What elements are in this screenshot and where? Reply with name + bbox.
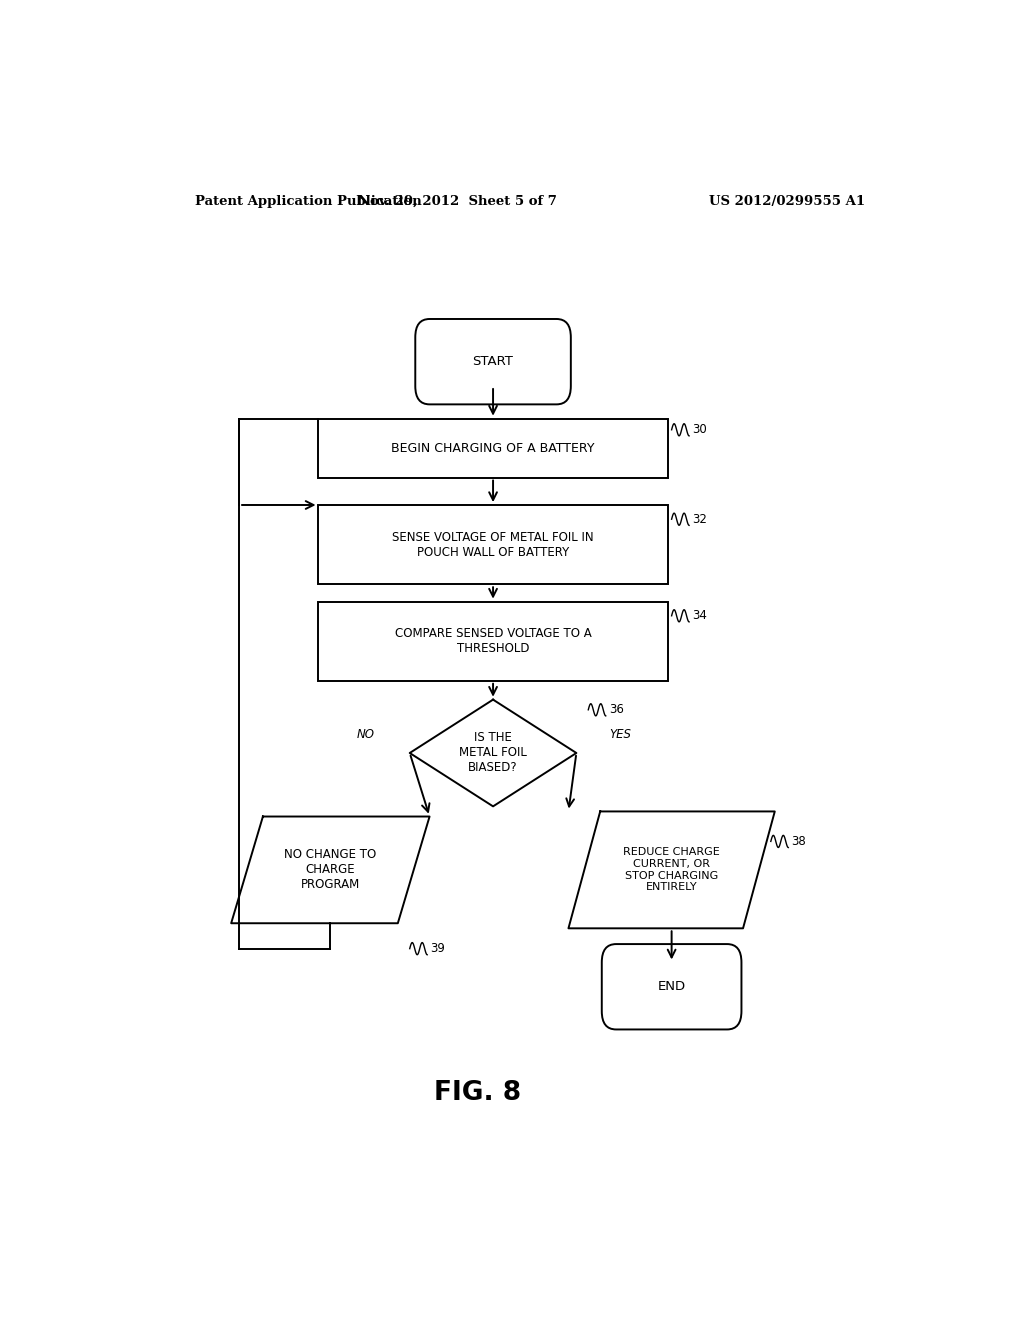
Text: 30: 30	[692, 424, 707, 437]
Text: START: START	[473, 355, 513, 368]
Text: IS THE
METAL FOIL
BIASED?: IS THE METAL FOIL BIASED?	[459, 731, 527, 775]
Polygon shape	[231, 817, 430, 923]
Text: COMPARE SENSED VOLTAGE TO A
THRESHOLD: COMPARE SENSED VOLTAGE TO A THRESHOLD	[394, 627, 592, 655]
Bar	[318, 602, 668, 681]
Polygon shape	[568, 812, 775, 928]
Text: FIG. 8: FIG. 8	[433, 1081, 521, 1106]
Text: BEGIN CHARGING OF A BATTERY: BEGIN CHARGING OF A BATTERY	[391, 442, 595, 454]
Text: 34: 34	[692, 610, 708, 622]
Text: Patent Application Publication: Patent Application Publication	[196, 194, 422, 207]
Text: 36: 36	[609, 704, 624, 717]
Text: 38: 38	[792, 836, 806, 847]
Polygon shape	[410, 700, 577, 807]
FancyBboxPatch shape	[416, 319, 570, 404]
Bar	[318, 506, 668, 585]
Text: YES: YES	[609, 729, 631, 742]
Bar	[318, 418, 668, 478]
Text: NO: NO	[357, 729, 375, 742]
Text: END: END	[657, 981, 686, 993]
Text: US 2012/0299555 A1: US 2012/0299555 A1	[709, 194, 864, 207]
Text: 39: 39	[430, 942, 445, 956]
Text: Nov. 29, 2012  Sheet 5 of 7: Nov. 29, 2012 Sheet 5 of 7	[358, 194, 557, 207]
Text: REDUCE CHARGE
CURRENT, OR
STOP CHARGING
ENTIRELY: REDUCE CHARGE CURRENT, OR STOP CHARGING …	[624, 847, 720, 892]
FancyBboxPatch shape	[602, 944, 741, 1030]
Text: NO CHANGE TO
CHARGE
PROGRAM: NO CHANGE TO CHARGE PROGRAM	[285, 849, 377, 891]
Text: 32: 32	[692, 512, 708, 525]
Text: SENSE VOLTAGE OF METAL FOIL IN
POUCH WALL OF BATTERY: SENSE VOLTAGE OF METAL FOIL IN POUCH WAL…	[392, 531, 594, 558]
